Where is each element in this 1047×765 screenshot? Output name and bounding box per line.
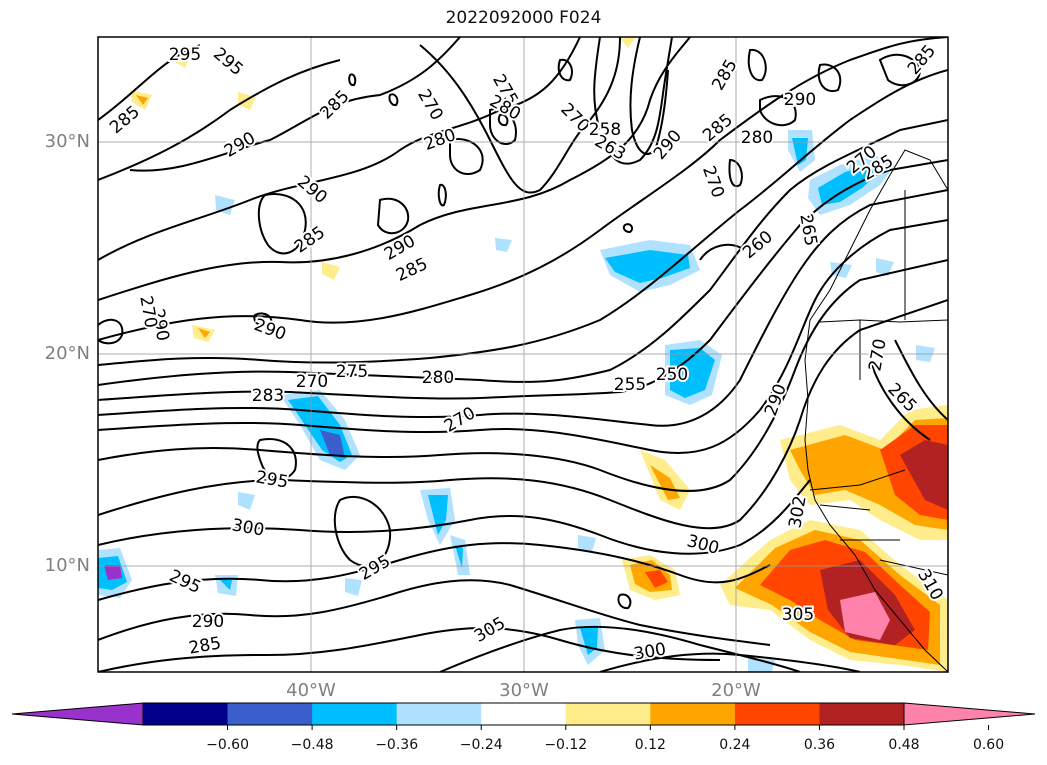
plot-frame [97, 36, 949, 673]
map-title: 2022092000 F024 [445, 8, 602, 28]
colorbar-segment [396, 703, 482, 725]
colorbar-segment [312, 703, 398, 725]
colorbar-segment [650, 703, 736, 725]
colorbar-tick-label: −0.12 [544, 737, 588, 753]
colorbar-segment [143, 703, 229, 725]
contour-label: 305 [782, 605, 814, 625]
contour-label: 290 [784, 90, 816, 110]
colorbar-tick-label: −0.36 [375, 737, 419, 753]
colorbar-extend-low [11, 702, 144, 726]
contour-label: 290 [192, 612, 224, 632]
contour-label: 270 [296, 372, 328, 392]
colorbar-tick-label: 0.48 [888, 737, 920, 753]
contour-label: 250 [656, 365, 688, 385]
colorbar-tick-label: −0.24 [459, 737, 503, 753]
contour-label: 283 [252, 386, 284, 406]
lon-label-20w: 20°W [711, 680, 761, 701]
colorbar-segment [819, 703, 905, 725]
contour-label: 280 [741, 128, 773, 148]
contour-label: 295 [169, 45, 201, 65]
lat-label-20n: 20°N [44, 343, 90, 364]
colorbar-extend-high [903, 702, 1036, 726]
colorbar-segment [227, 703, 313, 725]
lon-label-40w: 40°W [286, 680, 336, 701]
colorbar-segment [565, 703, 651, 725]
lon-label-30w: 30°W [499, 680, 549, 701]
contour-label: 255 [614, 375, 646, 395]
colorbar-tick-label: −0.48 [290, 737, 334, 753]
contour-label: 258 [589, 120, 621, 140]
colorbar-tick-label: −0.60 [206, 737, 249, 753]
contour-label: 280 [422, 368, 454, 388]
contour-lines [98, 37, 948, 672]
graticule [98, 37, 948, 672]
colorbar-tick-label: 0.12 [634, 737, 666, 753]
lat-label-10n: 10°N [44, 555, 90, 576]
colorbar-tick-label: 0.24 [719, 737, 751, 753]
lat-label-30n: 30°N [44, 131, 90, 152]
colorbar-segment [481, 703, 567, 725]
colorbar-tick-label: 0.36 [803, 737, 836, 753]
contour-label: 275 [336, 362, 368, 382]
positive-anomaly-shading [130, 38, 948, 672]
colorbar-tick-label: 0.60 [972, 737, 1005, 753]
colorbar-segment [734, 703, 820, 725]
